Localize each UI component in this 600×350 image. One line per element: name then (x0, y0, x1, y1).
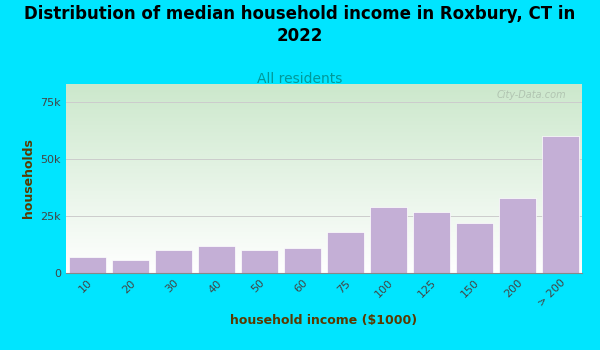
X-axis label: household income ($1000): household income ($1000) (230, 314, 418, 328)
Bar (112, 260, 149, 273)
Bar (155, 250, 192, 273)
Bar (241, 250, 278, 273)
Text: City-Data.com: City-Data.com (497, 90, 566, 100)
Bar (456, 223, 493, 273)
Bar (284, 248, 321, 273)
Bar (499, 198, 536, 273)
Bar (413, 211, 450, 273)
Y-axis label: households: households (22, 139, 35, 218)
Bar (198, 246, 235, 273)
Text: Distribution of median household income in Roxbury, CT in
2022: Distribution of median household income … (25, 5, 575, 46)
Bar (370, 207, 407, 273)
Bar (542, 136, 579, 273)
Text: All residents: All residents (257, 72, 343, 86)
Bar (69, 257, 106, 273)
Bar (327, 232, 364, 273)
